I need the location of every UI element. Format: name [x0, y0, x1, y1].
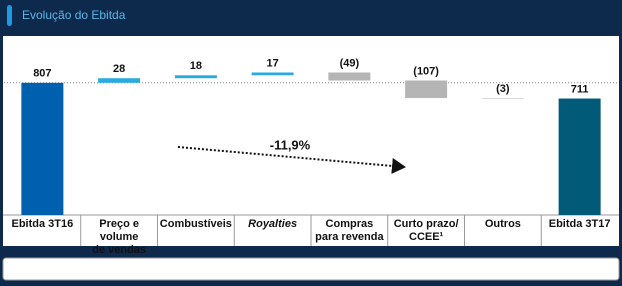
x-tick-label: Compras para revenda — [315, 218, 384, 243]
trend-arrow — [177, 146, 406, 174]
x-tick-label: Royalties — [248, 218, 298, 230]
x-tick-label: Curto prazo/ CCEE¹ — [393, 218, 459, 243]
bar — [251, 72, 294, 76]
value-label: 18 — [190, 60, 202, 72]
plot-panel — [3, 36, 619, 246]
value-label: 807 — [33, 68, 51, 80]
value-label: 28 — [113, 63, 125, 75]
footer-box — [2, 257, 620, 281]
bar — [481, 98, 524, 99]
x-tick-label: Outros — [484, 218, 521, 230]
title-marker — [7, 5, 12, 26]
chart-title: Evolução do Ebitda — [22, 8, 126, 22]
bar — [405, 80, 448, 99]
x-tick-label: Ebitda 3T17 — [548, 218, 611, 230]
x-tick-label: Preço e volume de vendas — [92, 218, 147, 256]
value-label: (107) — [413, 65, 439, 77]
bar — [558, 98, 601, 215]
bar — [328, 72, 371, 81]
x-tick-label: Combustíveis — [159, 218, 232, 230]
bar — [98, 78, 141, 83]
value-label: (49) — [340, 57, 360, 69]
bar — [21, 82, 64, 215]
value-label: (3) — [496, 83, 510, 95]
annotation: -11,9% — [270, 137, 311, 152]
x-tick-label: Ebitda 3T16 — [11, 218, 74, 230]
value-label: 711 — [571, 83, 589, 95]
bar — [174, 75, 217, 79]
value-label: 17 — [267, 57, 279, 69]
